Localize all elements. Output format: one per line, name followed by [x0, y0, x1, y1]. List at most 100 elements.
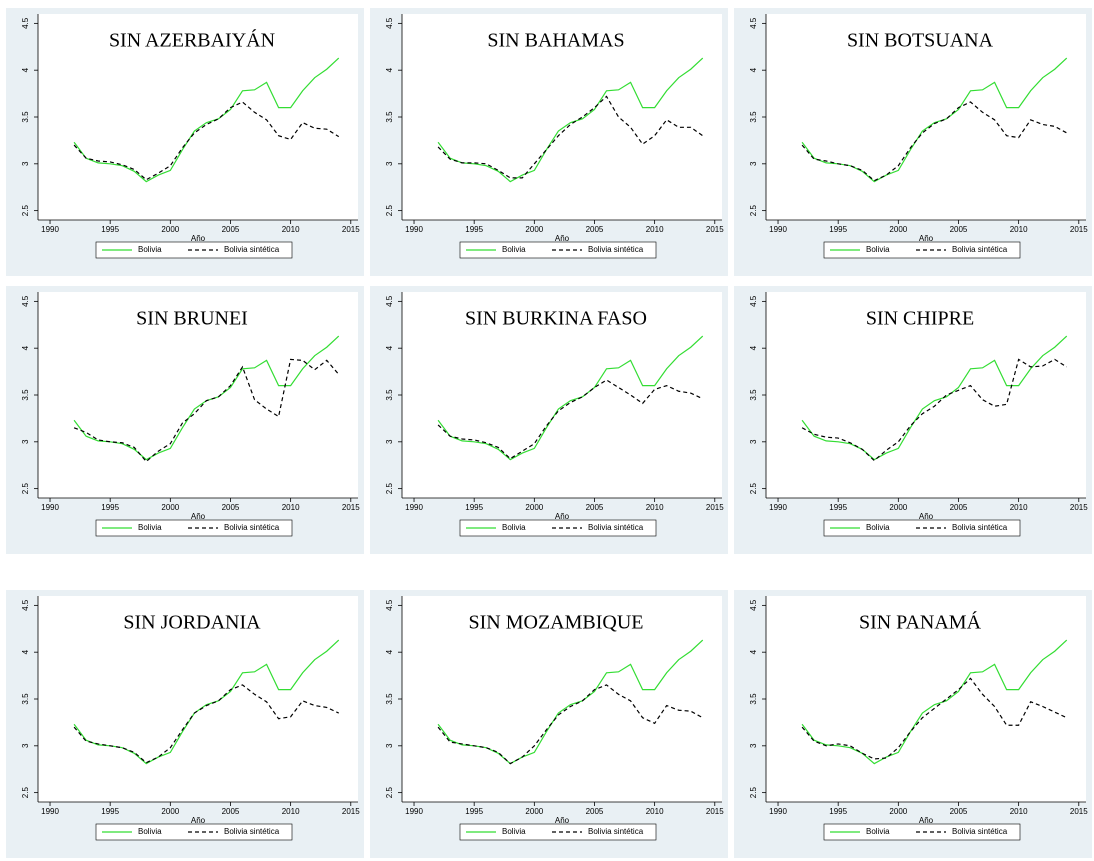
x-tick-label: 2010 [1010, 807, 1028, 816]
x-axis-label: Año [191, 512, 206, 521]
legend-label: Bolivia sintética [224, 245, 280, 254]
legend-box [823, 241, 1021, 259]
x-tick-label: 1995 [829, 225, 847, 234]
legend-label: Bolivia [502, 245, 526, 254]
x-tick-label: 2015 [342, 225, 360, 234]
plot-area [38, 292, 358, 498]
chart-title: SIN AZERBAIYÁN [109, 29, 275, 52]
chart-title: SIN CHIPRE [866, 308, 974, 330]
y-tick-label: 4 [385, 345, 394, 350]
chart-panel: 2.5 3 3.5 4 4.5 1990 1995 2000 2005 2010 2015 Año SI… [6, 8, 364, 276]
x-tick-label: 1990 [41, 807, 59, 816]
series-line [437, 684, 704, 765]
x-tick-label: 2010 [282, 807, 300, 816]
series-line [801, 358, 1068, 462]
y-tick-label: 3.5 [21, 111, 30, 123]
x-tick-label: 1990 [769, 225, 787, 234]
legend-label: Bolivia sintética [588, 827, 644, 836]
x-tick-label: 2000 [161, 503, 179, 512]
x-axis-label: Año [555, 512, 570, 521]
plot-area [402, 596, 722, 802]
y-tick-label: 4.5 [385, 17, 394, 29]
y-tick-label: 2.5 [749, 205, 758, 217]
y-tick-label: 3 [385, 161, 394, 166]
y-tick-label: 3.5 [749, 389, 758, 401]
plot-area [38, 14, 358, 220]
x-tick-label: 2010 [646, 807, 664, 816]
y-tick-label: 2.5 [749, 483, 758, 495]
series-line [73, 684, 340, 764]
x-tick-label: 2000 [161, 225, 179, 234]
y-tick-label: 3 [385, 743, 394, 748]
x-tick-label: 2010 [282, 503, 300, 512]
series-line [801, 677, 1068, 760]
x-tick-label: 2010 [646, 503, 664, 512]
legend-label: Bolivia [502, 523, 526, 532]
x-tick-label: 2005 [222, 225, 240, 234]
y-tick-label: 4 [749, 345, 758, 350]
x-tick-label: 2010 [646, 225, 664, 234]
x-tick-label: 1995 [465, 807, 483, 816]
y-tick-label: 4 [385, 649, 394, 654]
chart-panel: 2.5 3 3.5 4 4.5 1990 1995 2000 2005 2010 2015 Año SI… [734, 286, 1092, 554]
x-tick-label: 2005 [222, 807, 240, 816]
x-tick-label: 2005 [586, 225, 604, 234]
x-tick-label: 2015 [342, 503, 360, 512]
legend-box [823, 823, 1021, 841]
plot-area [402, 292, 722, 498]
y-tick-label: 3 [749, 743, 758, 748]
chart-title: SIN BOTSUANA [847, 30, 994, 52]
legend-label: Bolivia sintética [224, 523, 280, 532]
y-tick-label: 2.5 [749, 787, 758, 799]
series-line [801, 335, 1068, 461]
series-line [437, 379, 704, 460]
chart-title: SIN PANAMÁ [859, 611, 982, 634]
chart-panel: 2.5 3 3.5 4 4.5 1990 1995 2000 2005 2010 2015 Año SI… [734, 590, 1092, 858]
legend-label: Bolivia [138, 827, 162, 836]
x-tick-label: 2015 [706, 503, 724, 512]
y-tick-label: 4.5 [749, 17, 758, 29]
x-tick-label: 2015 [1070, 807, 1088, 816]
legend-label: Bolivia [866, 245, 890, 254]
series-line [437, 57, 704, 183]
y-tick-label: 3.5 [385, 693, 394, 705]
x-tick-label: 1995 [101, 225, 119, 234]
x-tick-label: 2000 [525, 807, 543, 816]
y-tick-label: 2.5 [385, 483, 394, 495]
plot-area [38, 596, 358, 802]
y-tick-label: 3.5 [385, 389, 394, 401]
x-tick-label: 1990 [405, 503, 423, 512]
plot-area [766, 14, 1086, 220]
plot-area [766, 596, 1086, 802]
chart-title: SIN BRUNEI [136, 308, 248, 330]
x-tick-label: 2005 [586, 503, 604, 512]
y-tick-label: 3 [21, 161, 30, 166]
legend-box [95, 823, 293, 841]
legend-label: Bolivia [866, 827, 890, 836]
y-tick-label: 4.5 [385, 599, 394, 611]
plot-area [402, 14, 722, 220]
x-axis-label: Año [555, 816, 570, 825]
x-axis-label: Año [919, 234, 934, 243]
x-tick-label: 2005 [586, 807, 604, 816]
y-tick-label: 3.5 [749, 693, 758, 705]
legend-box [95, 241, 293, 259]
chart-panel: 2.5 3 3.5 4 4.5 1990 1995 2000 2005 2010 2015 Año SI… [370, 590, 728, 858]
chart-panel: 2.5 3 3.5 4 4.5 1990 1995 2000 2005 2010 2015 Año SI… [6, 590, 364, 858]
x-axis-label: Año [191, 234, 206, 243]
y-tick-label: 3.5 [21, 389, 30, 401]
series-line [73, 358, 340, 463]
chart-panel: 2.5 3 3.5 4 4.5 1990 1995 2000 2005 2010 2015 Año SI… [370, 8, 728, 276]
series-line [801, 639, 1068, 765]
y-tick-label: 4 [21, 649, 30, 654]
x-tick-label: 2005 [950, 225, 968, 234]
legend-box [459, 519, 657, 537]
x-tick-label: 1990 [769, 807, 787, 816]
legend-label: Bolivia [502, 827, 526, 836]
y-tick-label: 3 [749, 161, 758, 166]
y-tick-label: 4 [21, 345, 30, 350]
y-tick-label: 3 [749, 439, 758, 444]
y-tick-label: 3 [21, 743, 30, 748]
legend-label: Bolivia sintética [224, 827, 280, 836]
